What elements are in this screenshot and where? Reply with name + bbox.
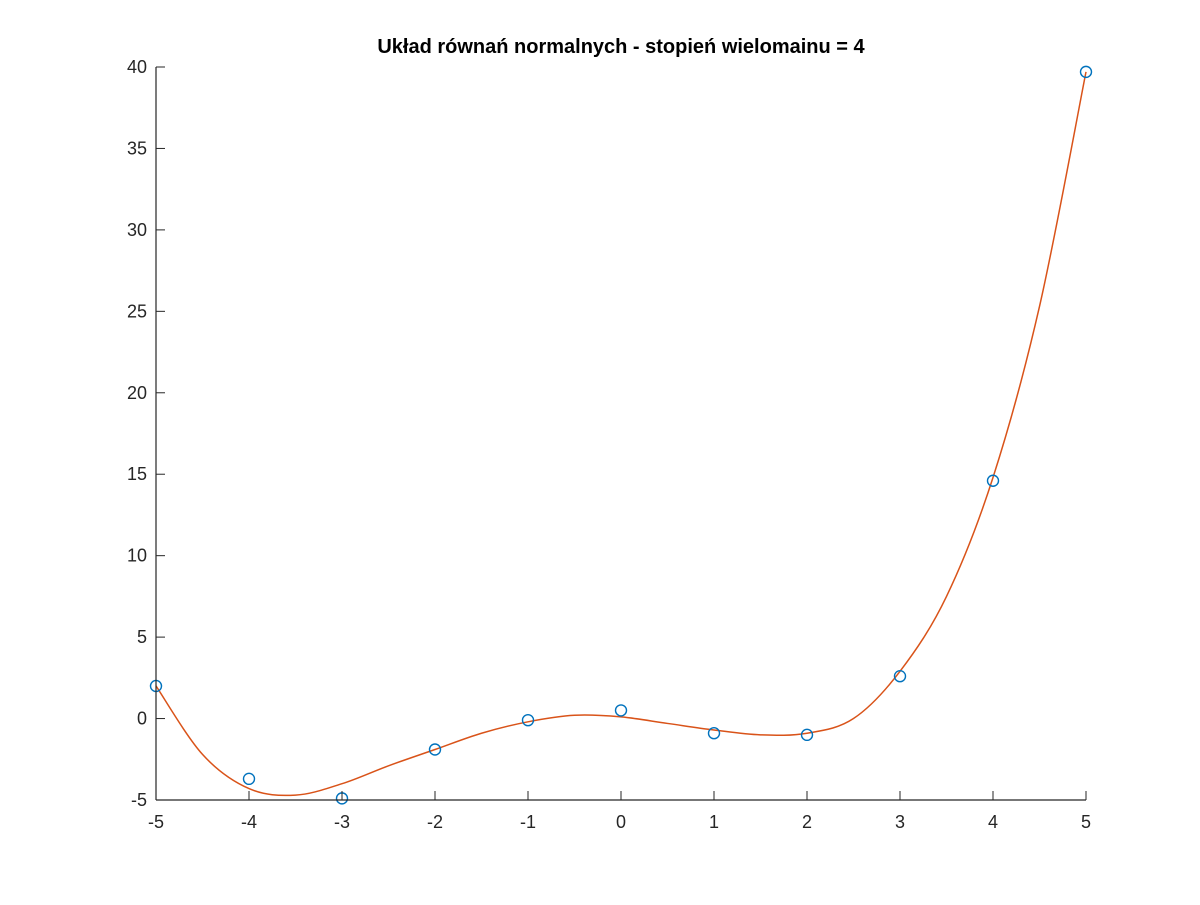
x-tick-label: 2: [802, 812, 812, 832]
axes-layer: -5 -4 -3 -2 -1 0 1 2 3 4 5 -5 0 5 10 15 20 25 30 35 40: [127, 57, 1091, 832]
y-tick-label: 25: [127, 301, 147, 321]
fit-curve-layer: [155, 71, 1087, 797]
x-tick-label: -5: [148, 812, 164, 832]
y-tick-label: 35: [127, 138, 147, 158]
y-tick-label: 30: [127, 220, 147, 240]
y-tick-label: 20: [127, 383, 147, 403]
y-tick-label: 10: [127, 546, 147, 566]
x-tick-label: 1: [709, 812, 719, 832]
data-point: [428, 743, 442, 756]
data-point: [986, 474, 1000, 487]
x-tick-label: 4: [988, 812, 998, 832]
data-points-layer: [149, 65, 1093, 805]
data-point: [521, 713, 535, 727]
fit-curve-line: [155, 71, 1087, 797]
y-tick-label: 15: [127, 464, 147, 484]
data-point: [1079, 65, 1093, 79]
y-tick-label: 40: [127, 57, 147, 77]
x-tick-label: -4: [241, 812, 257, 832]
data-point: [893, 670, 907, 683]
chart-title: Układ równań normalnych - stopień wielom…: [377, 36, 865, 58]
y-tick-label: 5: [137, 627, 147, 647]
y-tick-label: -5: [131, 790, 147, 810]
data-point: [800, 728, 814, 742]
x-tick-label: -1: [520, 812, 536, 832]
x-tick-label: 3: [895, 812, 905, 832]
data-point: [242, 772, 256, 786]
y-tick-label: 0: [137, 709, 147, 729]
data-point: [614, 704, 628, 717]
x-tick-label: -3: [334, 812, 350, 832]
x-tick-label: 0: [616, 812, 626, 832]
x-tick-label: 5: [1081, 812, 1091, 832]
x-tick-label: -2: [427, 812, 443, 832]
data-point: [707, 727, 721, 740]
